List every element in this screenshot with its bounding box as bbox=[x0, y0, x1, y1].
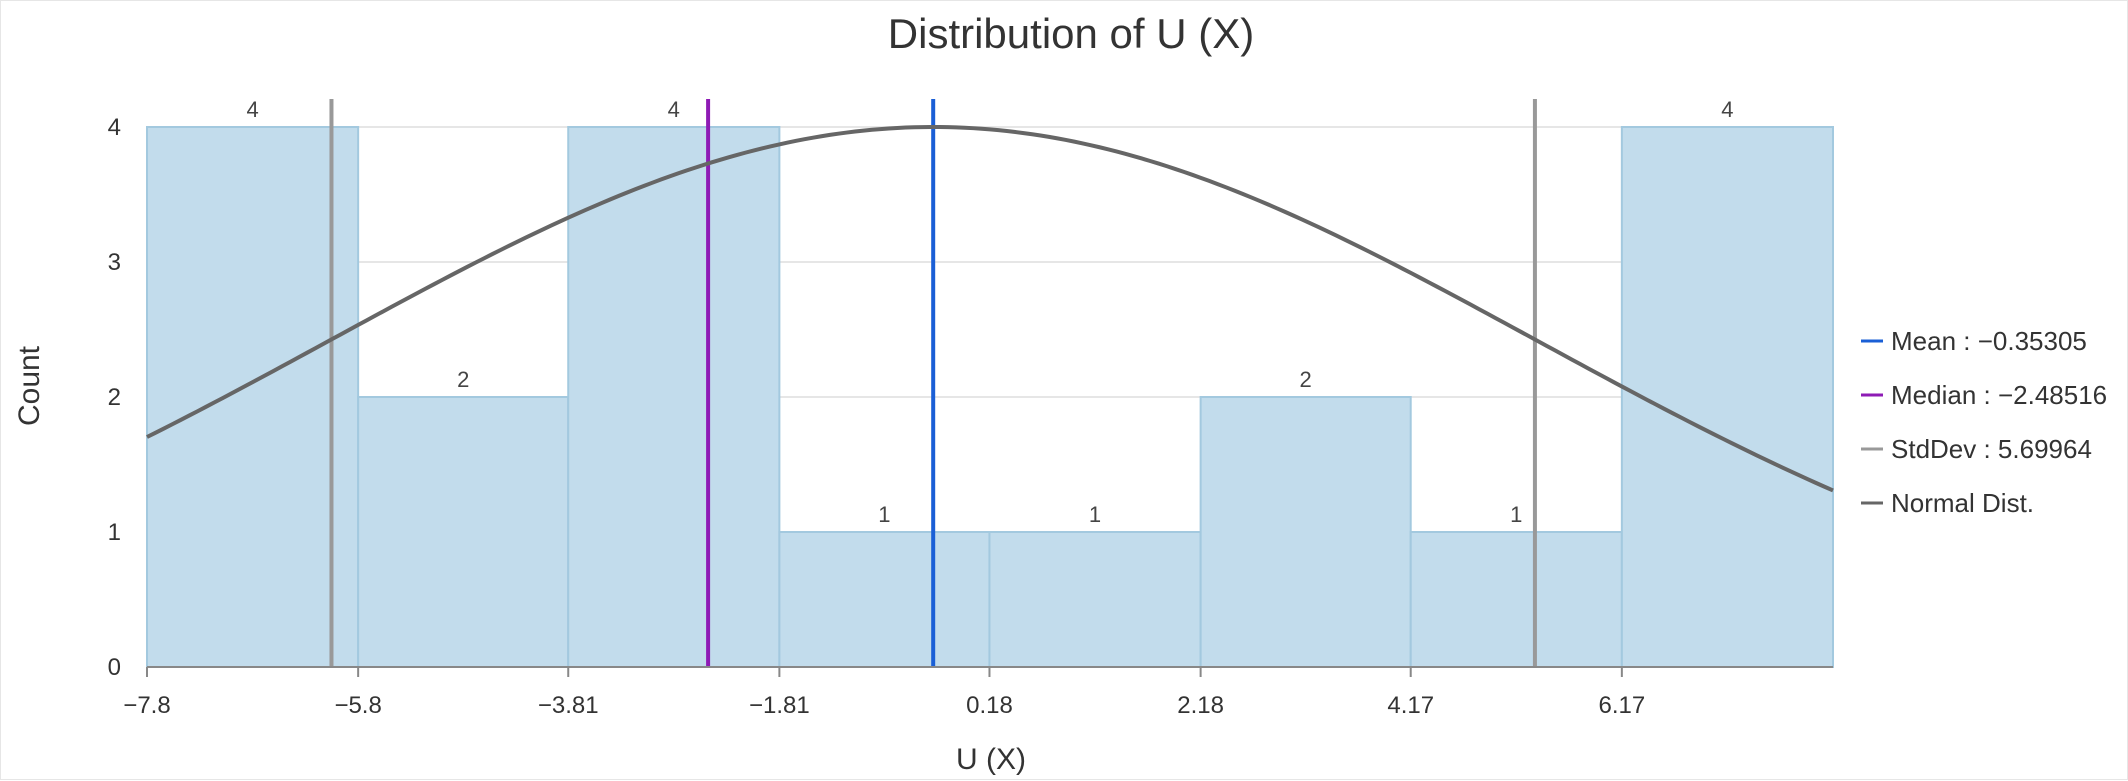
x-tick-label: −7.8 bbox=[123, 692, 170, 719]
bar-value-label: 4 bbox=[668, 97, 680, 122]
y-tick-label: 1 bbox=[108, 519, 121, 546]
histogram-bar bbox=[988, 531, 1202, 668]
bar-value-label: 4 bbox=[246, 97, 258, 122]
bar-value-label: 1 bbox=[1510, 502, 1522, 527]
x-axis-label: U (X) bbox=[956, 743, 1026, 776]
histogram-bar bbox=[146, 126, 360, 668]
histogram-bar bbox=[1409, 531, 1623, 668]
histogram-bar bbox=[1620, 126, 1835, 668]
chart-title: Distribution of U (X) bbox=[888, 10, 1254, 57]
bar-value-label: 4 bbox=[1721, 97, 1733, 122]
reference-lines bbox=[329, 99, 1537, 667]
y-tick-label: 2 bbox=[108, 384, 121, 411]
legend-item-label: Median : −2.48516 bbox=[1891, 380, 2107, 410]
axes: 0 1 2 3 4 −7.8 −5.8 −3.81 −1.81 0.18 2.18 4.17 6.17 bbox=[108, 114, 1833, 719]
x-tick-label: 2.18 bbox=[1177, 692, 1224, 719]
x-tick-label: −3.81 bbox=[538, 692, 599, 719]
y-tick-label: 0 bbox=[108, 654, 121, 681]
histogram-bar bbox=[357, 396, 570, 668]
x-tick-label: −5.8 bbox=[334, 692, 381, 719]
bar-value-label: 1 bbox=[878, 502, 890, 527]
legend-item-label: Mean : −0.35305 bbox=[1891, 326, 2087, 356]
x-tick-label: −1.81 bbox=[749, 692, 810, 719]
y-axis-label: Count bbox=[13, 345, 46, 426]
y-tick-label: 4 bbox=[108, 114, 121, 141]
legend: Mean : −0.35305 Median : −2.48516 StdDev :… bbox=[1861, 326, 2107, 518]
normal-curve-layer bbox=[146, 124, 1834, 493]
legend-item-label: StdDev : 5.69964 bbox=[1891, 434, 2092, 464]
x-tick-label: 6.17 bbox=[1598, 692, 1645, 719]
x-tick-label: 4.17 bbox=[1387, 692, 1434, 719]
bar-labels: 4 2 4 1 1 2 1 4 bbox=[246, 97, 1733, 527]
bar-value-label: 1 bbox=[1089, 502, 1101, 527]
histogram-bar bbox=[778, 531, 991, 668]
normal-distribution-curve bbox=[146, 124, 1834, 493]
y-tick-label: 3 bbox=[108, 249, 121, 276]
bar-value-label: 2 bbox=[457, 367, 469, 392]
bar-value-label: 2 bbox=[1300, 367, 1312, 392]
histogram-bar bbox=[1199, 396, 1412, 668]
x-tick-label: 0.18 bbox=[966, 692, 1013, 719]
histogram-bar bbox=[567, 126, 781, 668]
bars bbox=[146, 126, 1835, 668]
legend-item-label: Normal Dist. bbox=[1891, 488, 2034, 518]
